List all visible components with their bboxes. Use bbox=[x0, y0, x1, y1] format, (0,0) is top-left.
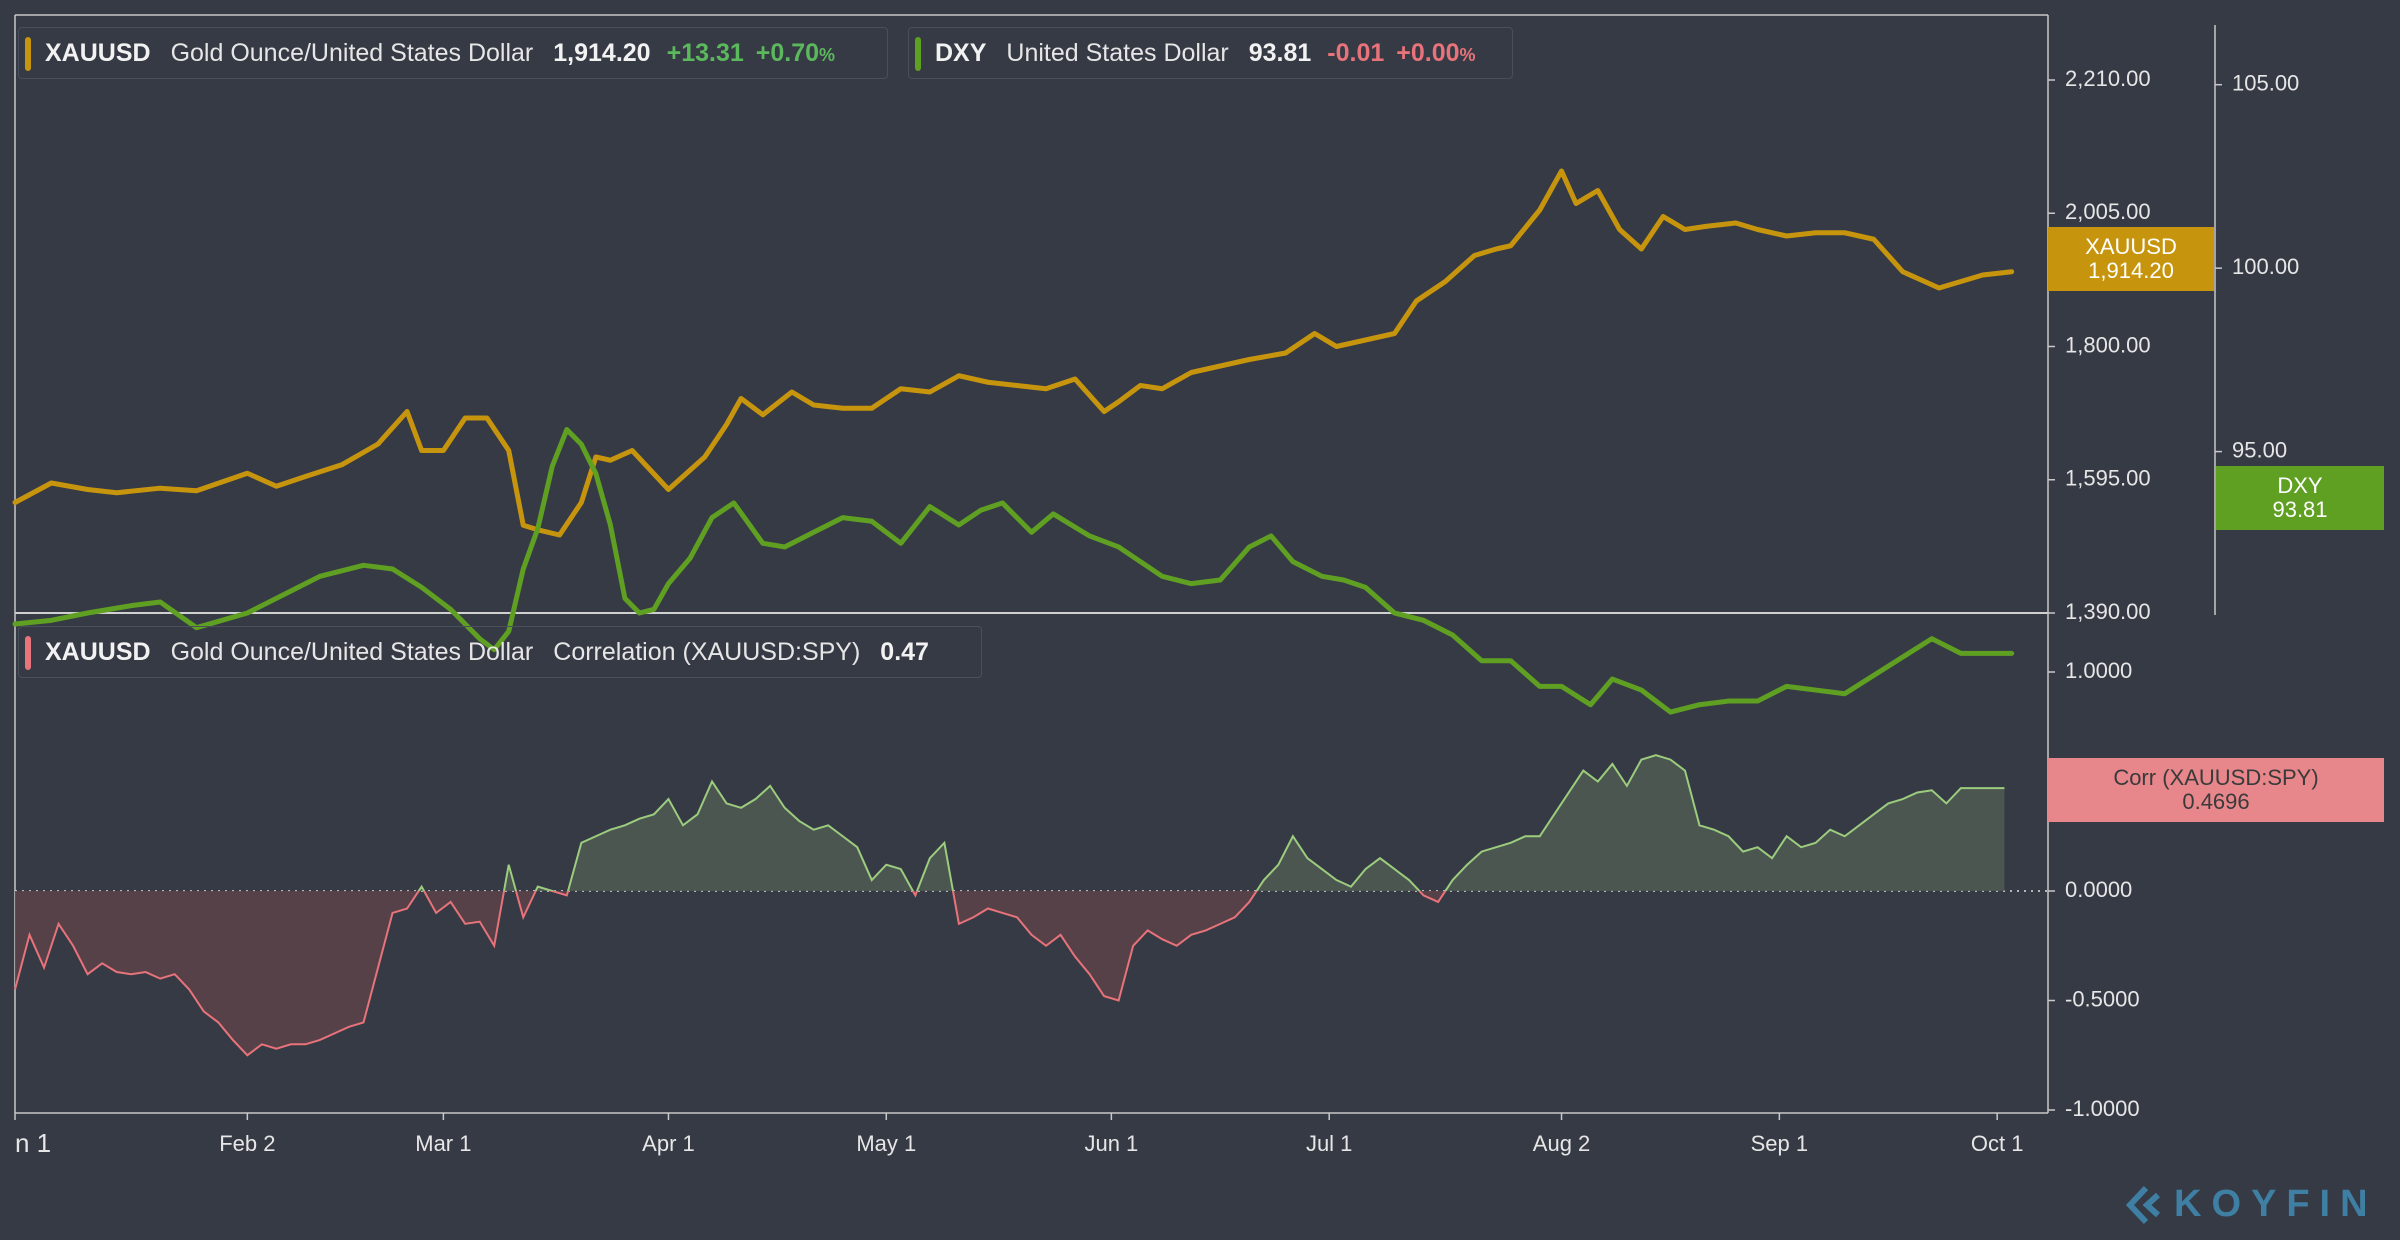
corr-axis-label: -0.5000 bbox=[2065, 986, 2140, 1011]
koyfin-logo[interactable]: KOYFIN bbox=[2126, 1183, 2378, 1226]
corr-negative-area bbox=[15, 891, 2005, 1056]
legend-xauusd[interactable]: XAUUSD Gold Ounce/United States Dollar 1… bbox=[18, 27, 888, 79]
legend-name: United States Dollar bbox=[1006, 38, 1229, 67]
legend-ticker: XAUUSD bbox=[45, 637, 151, 666]
legend-study: Correlation (XAUUSD:SPY) bbox=[553, 637, 861, 666]
legend-ticker: DXY bbox=[935, 38, 987, 67]
legend-dxy[interactable]: DXY United States Dollar 93.81 -0.01 +0.… bbox=[908, 27, 1513, 79]
dxy-axis-label: 105.00 bbox=[2232, 71, 2299, 96]
legend-value: 0.47 bbox=[880, 637, 929, 666]
legend-name: Gold Ounce/United States Dollar bbox=[170, 637, 534, 666]
x-axis-label: Jun 1 bbox=[1084, 1131, 1138, 1156]
tag-value: 93.81 bbox=[2272, 497, 2328, 522]
xau-axis-label: 1,595.00 bbox=[2065, 466, 2151, 491]
xau-axis-label: 1,800.00 bbox=[2065, 332, 2151, 357]
dxy-line bbox=[12, 427, 2015, 715]
x-axis-label: Jul 1 bbox=[1306, 1131, 1352, 1156]
corr-value-tag: Corr (XAUUSD:SPY) 0.4696 bbox=[2048, 758, 2384, 822]
x-axis-label: Oct 1 bbox=[1971, 1131, 2024, 1156]
legend-change: +13.31 bbox=[666, 38, 744, 67]
x-axis-label: May 1 bbox=[856, 1131, 916, 1156]
xau-axis-label: 2,005.00 bbox=[2065, 199, 2151, 224]
x-axis-label: Feb 2 bbox=[219, 1131, 275, 1156]
dxy-axis-label: 100.00 bbox=[2232, 254, 2299, 279]
koyfin-logo-text: KOYFIN bbox=[2174, 1183, 2378, 1225]
xauusd-line bbox=[12, 168, 2015, 538]
corr-axis-label: 1.0000 bbox=[2065, 658, 2132, 683]
corr-axis-label: -1.0000 bbox=[2065, 1096, 2140, 1121]
x-axis-label: Apr 1 bbox=[642, 1131, 695, 1156]
xau-axis-label: 2,210.00 bbox=[2065, 66, 2151, 91]
legend-name: Gold Ounce/United States Dollar bbox=[170, 38, 534, 67]
x-axis-label: n 1 bbox=[15, 1128, 51, 1158]
corr-line-positive bbox=[417, 754, 2005, 891]
legend-ticker: XAUUSD bbox=[45, 38, 151, 67]
legend-pct: +0.70% bbox=[755, 38, 836, 67]
dxy-axis-label: 95.00 bbox=[2232, 437, 2287, 462]
corr-positive-area bbox=[15, 755, 2005, 891]
tag-value: 0.4696 bbox=[2182, 789, 2250, 814]
tag-label: XAUUSD bbox=[2085, 234, 2177, 259]
corr-line-negative bbox=[14, 891, 1447, 1057]
dxy-price-tag: DXY 93.81 bbox=[2216, 466, 2384, 530]
x-axis-label: Sep 1 bbox=[1751, 1131, 1809, 1156]
legend-pct: +0.00% bbox=[1396, 38, 1476, 67]
legend-change: -0.01 bbox=[1327, 38, 1385, 67]
corr-color-swatch bbox=[25, 636, 31, 670]
x-axis-label: Mar 1 bbox=[415, 1131, 471, 1156]
tag-label: Corr (XAUUSD:SPY) bbox=[2113, 765, 2319, 790]
legend-correlation[interactable]: XAUUSD Gold Ounce/United States Dollar C… bbox=[18, 626, 982, 678]
xau-axis-label: 1,390.00 bbox=[2065, 599, 2151, 624]
dxy-color-swatch bbox=[915, 37, 921, 71]
tag-label: DXY bbox=[2277, 473, 2323, 498]
corr-axis-label: 0.0000 bbox=[2065, 877, 2132, 902]
xauusd-color-swatch bbox=[25, 37, 31, 71]
x-axis-label: Aug 2 bbox=[1533, 1131, 1591, 1156]
tag-value: 1,914.20 bbox=[2088, 258, 2174, 283]
legend-price: 1,914.20 bbox=[553, 38, 651, 67]
legend-price: 93.81 bbox=[1248, 38, 1312, 67]
koyfin-logo-icon bbox=[2126, 1185, 2161, 1224]
xauusd-price-tag: XAUUSD 1,914.20 bbox=[2048, 227, 2214, 291]
